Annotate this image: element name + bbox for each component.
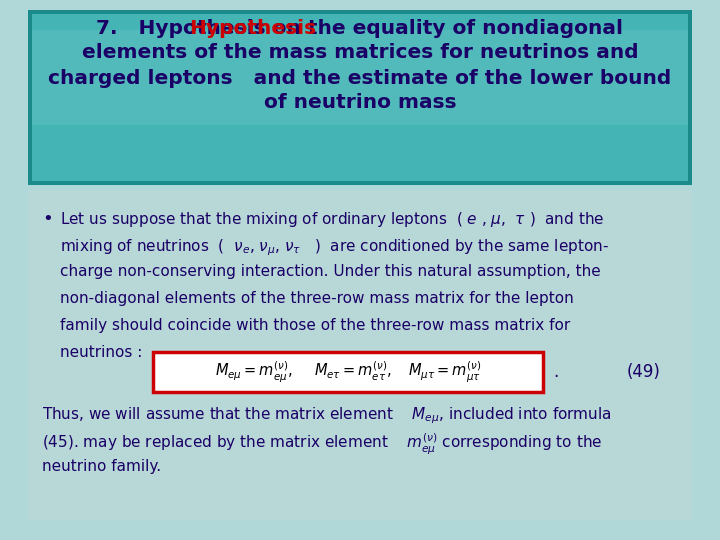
Text: (45). may be replaced by the matrix element    $m_{e\mu}^{(\nu)}$ corresponding : (45). may be replaced by the matrix elem… xyxy=(42,432,603,457)
Text: of neutrino mass: of neutrino mass xyxy=(264,93,456,112)
Text: Hypothesis: Hypothesis xyxy=(189,18,317,37)
Text: neutrinos :: neutrinos : xyxy=(60,345,143,360)
Bar xyxy=(32,14,688,181)
Bar xyxy=(28,10,692,185)
Text: •: • xyxy=(42,210,53,228)
Text: family should coincide with those of the three-row mass matrix for: family should coincide with those of the… xyxy=(60,318,570,333)
Bar xyxy=(153,352,543,392)
Text: 7.   Hypothesis on the equality of nondiagonal: 7. Hypothesis on the equality of nondiag… xyxy=(96,18,624,37)
Text: charged leptons   and the estimate of the lower bound: charged leptons and the estimate of the … xyxy=(48,69,672,87)
Text: (49): (49) xyxy=(626,363,660,381)
Text: neutrino family.: neutrino family. xyxy=(42,459,161,474)
Text: non-diagonal elements of the three-row mass matrix for the lepton: non-diagonal elements of the three-row m… xyxy=(60,291,574,306)
Text: $M_{e\mu} = m_{e\mu}^{(\nu)},$    $M_{e\tau} = m_{e\tau}^{(\nu)},$   $M_{\mu\tau: $M_{e\mu} = m_{e\mu}^{(\nu)},$ $M_{e\tau… xyxy=(215,360,481,384)
Text: Thus, we will assume that the matrix element    $M_{e\mu}$, included into formul: Thus, we will assume that the matrix ele… xyxy=(42,405,612,426)
Text: mixing of neutrinos  (  $\nu_e$, $\nu_\mu$, $\nu_\tau$   )  are conditioned by t: mixing of neutrinos ( $\nu_e$, $\nu_\mu$… xyxy=(60,237,609,258)
Text: elements of the mass matrices for neutrinos and: elements of the mass matrices for neutri… xyxy=(81,44,639,63)
Text: Let us suppose that the mixing of ordinary leptons  ( $e$ , $\mu$,  $\tau$ )  an: Let us suppose that the mixing of ordina… xyxy=(60,210,605,229)
Bar xyxy=(28,190,692,520)
Bar xyxy=(32,30,688,125)
Text: charge non-conserving interaction. Under this natural assumption, the: charge non-conserving interaction. Under… xyxy=(60,264,600,279)
Text: .: . xyxy=(553,363,558,381)
